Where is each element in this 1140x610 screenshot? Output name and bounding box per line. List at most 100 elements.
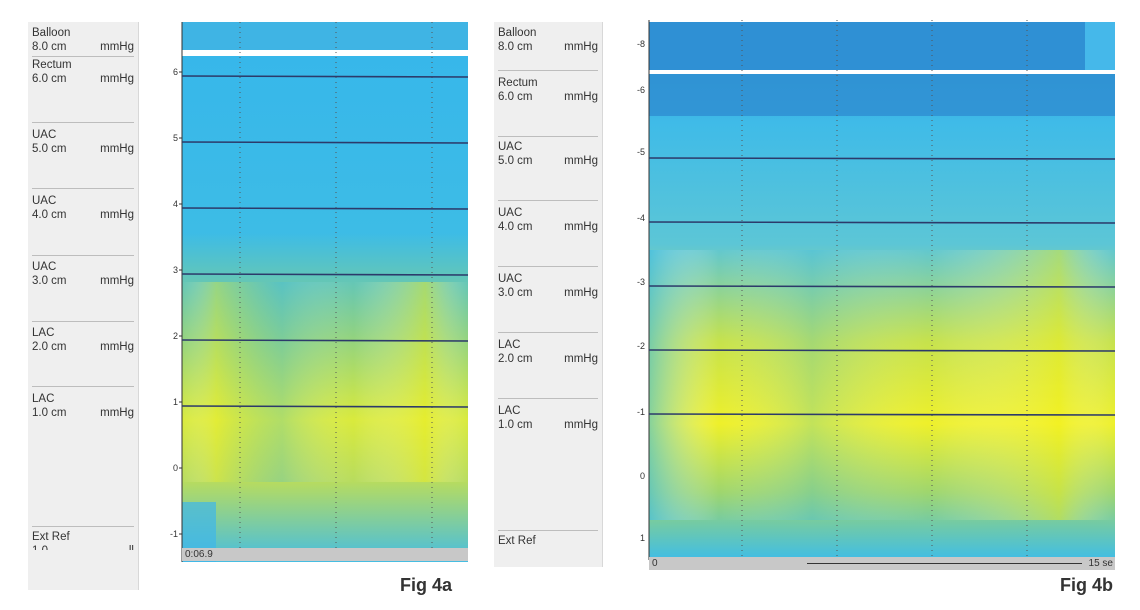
y-tick-label: -8 bbox=[637, 39, 645, 49]
channel-label: UAC 4.0 cm mmHg bbox=[32, 194, 134, 222]
y-tick-label: -2 bbox=[637, 341, 645, 351]
y-tick-label: 4 bbox=[173, 199, 178, 209]
sensor-line bbox=[181, 141, 469, 144]
channel-name: UAC bbox=[32, 261, 57, 273]
channel-position: 8.0 cm bbox=[32, 41, 67, 53]
channel-position: 5.0 cm bbox=[498, 155, 533, 167]
channel-name: UAC bbox=[32, 195, 57, 207]
fig4a-time-bar: 0:06.9 bbox=[182, 548, 468, 561]
timestamp: 0 bbox=[652, 558, 658, 569]
y-tick-label: 6 bbox=[173, 67, 178, 77]
channel-position: 3.0 cm bbox=[32, 275, 67, 287]
channel-unit: mmHg bbox=[100, 341, 134, 353]
channel-unit: mmHg bbox=[564, 91, 598, 103]
channel-name: UAC bbox=[32, 129, 57, 141]
channel-label: LAC 1.0 cm mmHg bbox=[498, 404, 598, 432]
channel-label: UAC 5.0 cm mmHg bbox=[32, 128, 134, 156]
time-scale-label: 15 se bbox=[1088, 558, 1113, 569]
channel-label: Ext Ref 1.0 ll bbox=[32, 530, 134, 550]
channel-position: 1.0 cm bbox=[498, 419, 533, 431]
y-tick-label: -1 bbox=[637, 407, 645, 417]
y-tick-label: -6 bbox=[637, 85, 645, 95]
channel-name: LAC bbox=[32, 393, 55, 405]
channel-unit: mmHg bbox=[100, 73, 134, 85]
channel-position: 1.0 bbox=[32, 544, 48, 550]
channel-label: UAC 3.0 cm mmHg bbox=[498, 272, 598, 300]
fig4b-channel-labels: Balloon 8.0 cm mmHg Rectum 6.0 cm mmHg UAC… bbox=[494, 22, 603, 567]
channel-label: Balloon 8.0 cm mmHg bbox=[498, 26, 598, 54]
channel-unit: mmHg bbox=[564, 353, 598, 365]
channel-name: LAC bbox=[32, 327, 55, 339]
channel-label: Balloon 8.0 cm mmHg bbox=[32, 26, 134, 54]
channel-unit: mmHg bbox=[564, 287, 598, 299]
y-tick-label: -1 bbox=[170, 529, 178, 539]
channel-unit: mmHg bbox=[564, 419, 598, 431]
sensor-line bbox=[181, 405, 469, 408]
channel-name: Ext Ref bbox=[32, 531, 70, 543]
y-tick-label: 0 bbox=[640, 471, 645, 481]
channel-label: UAC 3.0 cm mmHg bbox=[32, 260, 134, 288]
sensor-line bbox=[648, 157, 1116, 160]
channel-label: UAC 4.0 cm mmHg bbox=[498, 206, 598, 234]
y-tick-label: -3 bbox=[637, 277, 645, 287]
channel-name: Rectum bbox=[498, 77, 538, 89]
channel-label: LAC 2.0 cm mmHg bbox=[498, 338, 598, 366]
fig4a-channel-labels: Balloon 8.0 cm mmHg Rectum 6.0 cm mmHg UAC… bbox=[28, 22, 139, 590]
channel-name: UAC bbox=[498, 207, 523, 219]
channel-unit: mmHg bbox=[100, 143, 134, 155]
fig4b-label: Fig 4b bbox=[1060, 575, 1113, 595]
channel-label: Ext Ref bbox=[498, 534, 598, 548]
channel-name: Balloon bbox=[32, 27, 71, 39]
sensor-line bbox=[648, 221, 1116, 224]
channel-label: Rectum 6.0 cm mmHg bbox=[32, 58, 134, 86]
channel-name: Rectum bbox=[32, 59, 72, 71]
channel-position: 4.0 cm bbox=[498, 221, 533, 233]
sensor-line bbox=[648, 413, 1116, 416]
channel-label: LAC 1.0 cm mmHg bbox=[32, 392, 134, 420]
channel-position: 6.0 cm bbox=[32, 73, 67, 85]
sensor-line bbox=[648, 349, 1116, 352]
channel-unit: mmHg bbox=[100, 275, 134, 287]
fig4b-plot: -8 -6 -5 -4 -3 -2 -1 0 1 bbox=[625, 20, 1116, 560]
channel-position: 5.0 cm bbox=[32, 143, 67, 155]
channel-position: 2.0 cm bbox=[32, 341, 67, 353]
y-tick-label: 1 bbox=[173, 397, 178, 407]
channel-name: LAC bbox=[498, 339, 521, 351]
channel-position: 1.0 cm bbox=[32, 407, 67, 419]
y-tick-label: -5 bbox=[637, 147, 645, 157]
sensor-line bbox=[648, 285, 1116, 288]
channel-position: 2.0 cm bbox=[498, 353, 533, 365]
channel-name: Ext Ref bbox=[498, 535, 536, 547]
channel-name: Balloon bbox=[498, 27, 537, 39]
y-tick-label: -4 bbox=[637, 213, 645, 223]
channel-label: UAC 5.0 cm mmHg bbox=[498, 140, 598, 168]
y-tick-label: 2 bbox=[173, 331, 178, 341]
channel-label: Rectum 6.0 cm mmHg bbox=[498, 76, 598, 104]
y-tick-label: 0 bbox=[173, 463, 178, 473]
channel-name: UAC bbox=[498, 141, 523, 153]
fig4a-plot: 6 5 4 3 2 1 0 -1 bbox=[160, 22, 469, 562]
channel-name: LAC bbox=[498, 405, 521, 417]
y-tick-label: 3 bbox=[173, 265, 178, 275]
sensor-line bbox=[181, 75, 469, 78]
channel-unit: mmHg bbox=[564, 221, 598, 233]
channel-position: 8.0 cm bbox=[498, 41, 533, 53]
y-tick-label: 5 bbox=[173, 133, 178, 143]
sensor-line bbox=[181, 273, 469, 276]
channel-unit: mmHg bbox=[100, 41, 134, 53]
channel-position: 4.0 cm bbox=[32, 209, 67, 221]
fig4b-time-bar: 0 15 se bbox=[649, 557, 1115, 570]
sensor-line bbox=[181, 207, 469, 210]
fig4a-label: Fig 4a bbox=[400, 575, 453, 595]
sensor-line bbox=[181, 339, 469, 342]
channel-name: UAC bbox=[498, 273, 523, 285]
timestamp: 0:06.9 bbox=[185, 549, 213, 560]
channel-position: 3.0 cm bbox=[498, 287, 533, 299]
channel-unit: mmHg bbox=[100, 209, 134, 221]
channel-unit: mmHg bbox=[564, 155, 598, 167]
y-tick-label: 1 bbox=[640, 533, 645, 543]
channel-unit: mmHg bbox=[564, 41, 598, 53]
channel-label: LAC 2.0 cm mmHg bbox=[32, 326, 134, 354]
channel-position: 6.0 cm bbox=[498, 91, 533, 103]
time-scale-line bbox=[807, 563, 1082, 564]
